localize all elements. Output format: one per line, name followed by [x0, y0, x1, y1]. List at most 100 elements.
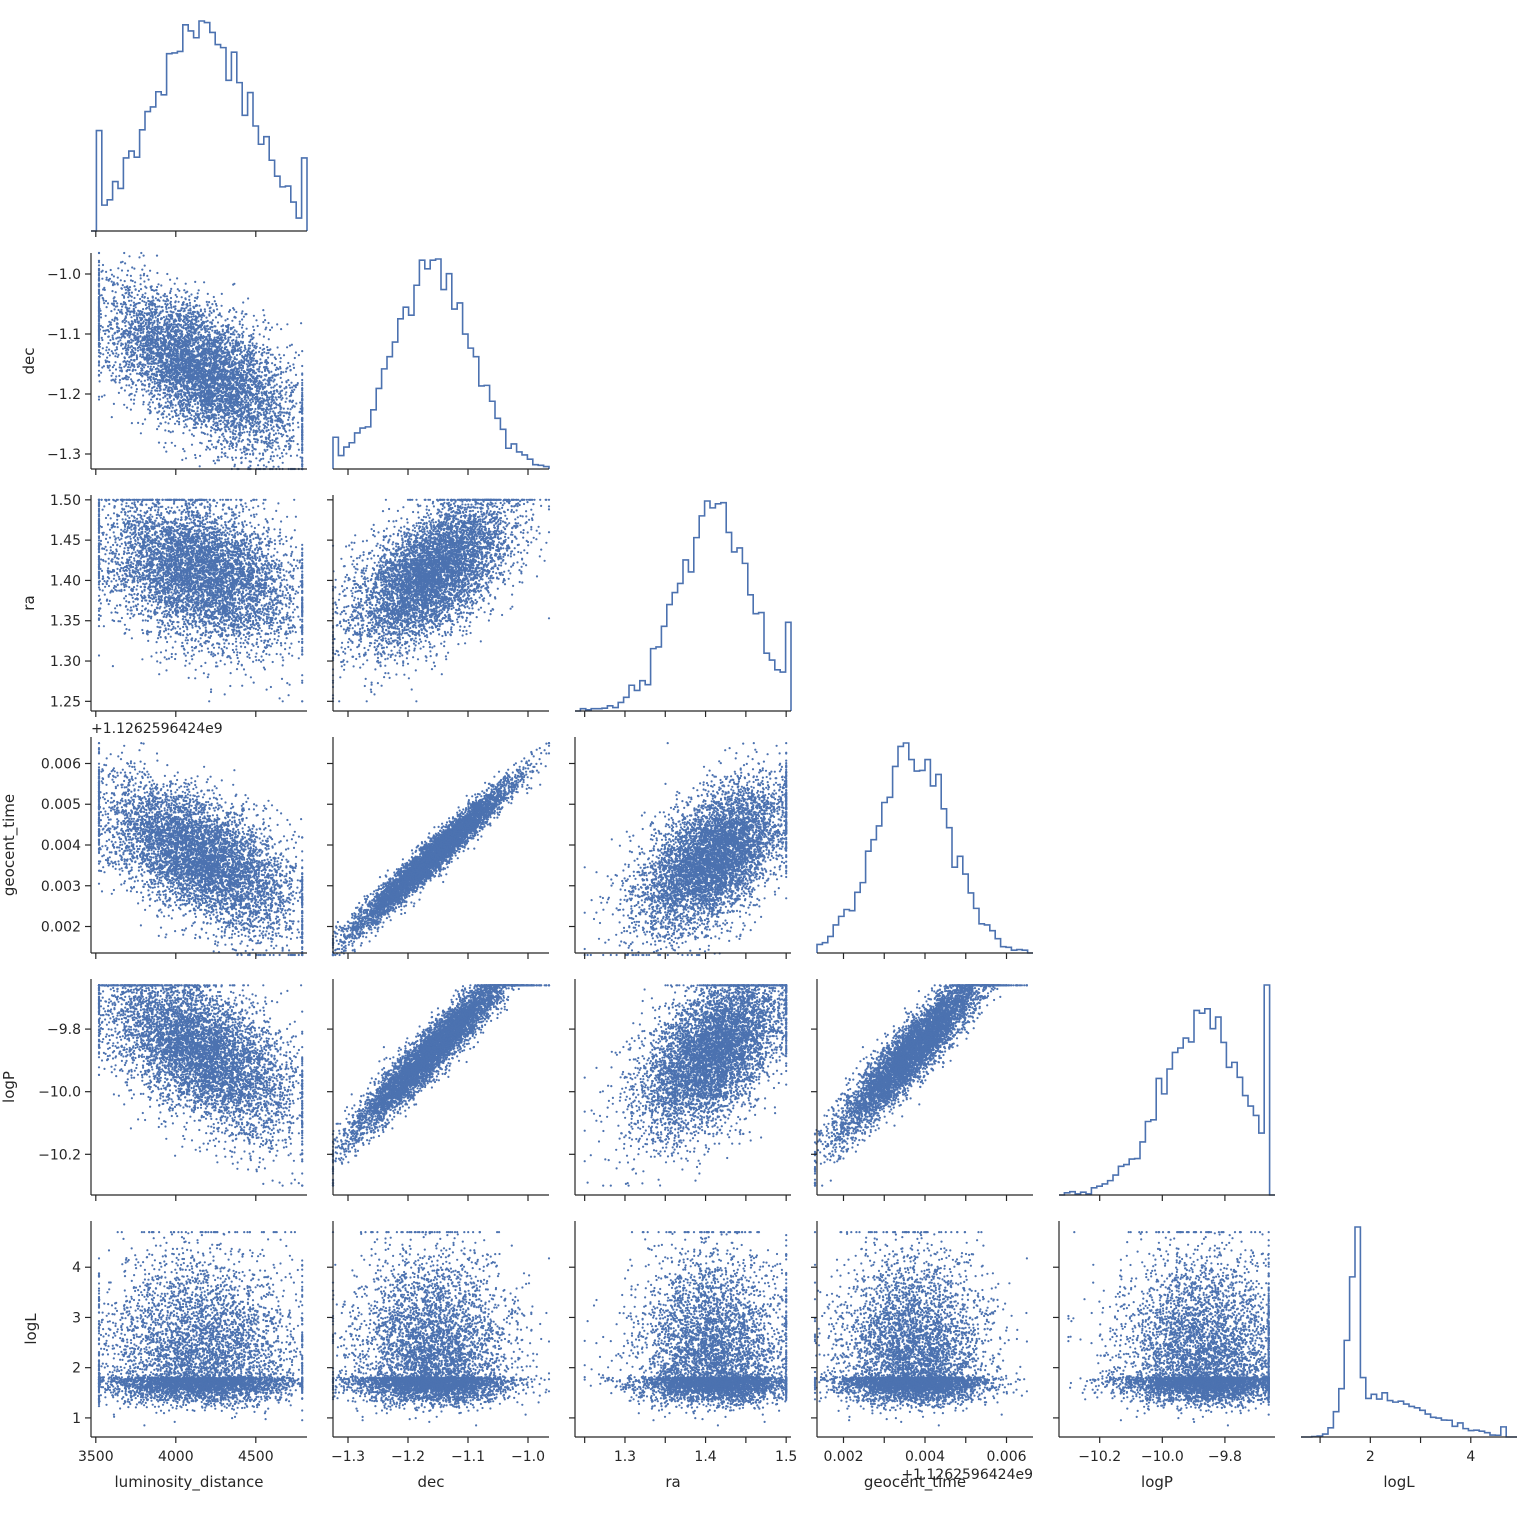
scatter-point — [160, 423, 162, 425]
scatter-point — [187, 418, 189, 420]
scatter-point — [214, 337, 216, 339]
scatter-point — [207, 293, 209, 295]
scatter-point — [115, 291, 117, 293]
scatter-point — [229, 336, 231, 338]
scatter-point — [113, 275, 115, 277]
scatter-point — [235, 449, 237, 451]
scatter-point — [114, 308, 116, 310]
scatter-point — [170, 290, 172, 292]
scatter-point — [265, 466, 267, 468]
scatter-point — [268, 429, 270, 431]
scatter-point — [201, 406, 203, 408]
scatter-point — [213, 296, 215, 298]
scatter-point — [176, 296, 178, 298]
scatter-point — [145, 302, 147, 304]
scatter-point — [297, 426, 299, 428]
scatter-point — [232, 353, 234, 355]
scatter-point — [271, 326, 273, 328]
scatter-point — [293, 367, 295, 369]
scatter-point — [284, 393, 286, 395]
scatter-point — [263, 351, 265, 353]
scatter-point — [293, 389, 295, 391]
scatter-point — [291, 344, 293, 346]
scatter-point — [277, 445, 279, 447]
scatter-point — [186, 425, 188, 427]
scatter-point — [154, 381, 156, 383]
scatter-point — [255, 457, 257, 459]
histogram-luminosity_distance — [91, 21, 307, 231]
scatter-point — [218, 459, 220, 461]
scatter-point — [176, 415, 178, 417]
scatter-point — [241, 310, 243, 312]
scatter-point — [211, 326, 213, 328]
panel-luminosity_distance-vs-luminosity_distance — [91, 21, 307, 231]
scatter-point — [147, 366, 149, 368]
scatter-point — [295, 374, 297, 376]
scatter-point — [179, 412, 181, 414]
scatter-point — [299, 402, 301, 404]
scatter-point — [239, 448, 241, 450]
scatter-point — [135, 391, 137, 393]
scatter-point — [294, 357, 296, 359]
scatter-point — [169, 418, 171, 420]
scatter-point — [241, 333, 243, 335]
scatter-point — [126, 360, 128, 362]
scatter-point — [269, 440, 271, 442]
scatter-point — [166, 295, 168, 297]
scatter-point — [271, 427, 273, 429]
scatter-point — [149, 270, 151, 272]
scatter-point — [102, 330, 104, 332]
scatter-point — [102, 264, 104, 266]
scatter-point — [275, 369, 277, 371]
scatter-point — [275, 432, 277, 434]
scatter-point — [142, 423, 144, 425]
scatter-point — [151, 363, 153, 365]
scatter-point — [266, 449, 268, 451]
scatter-point — [191, 363, 193, 365]
scatter-point — [221, 448, 223, 450]
scatter-point — [273, 466, 275, 468]
scatter-point — [147, 390, 149, 392]
scatter-point — [160, 296, 162, 298]
scatter-point — [238, 437, 240, 439]
scatter-point — [131, 320, 133, 322]
scatter-point — [204, 310, 206, 312]
scatter-point — [211, 330, 213, 332]
scatter-point — [288, 384, 290, 386]
scatter-point — [234, 329, 236, 331]
scatter-point — [208, 331, 210, 333]
scatter-point — [137, 422, 139, 424]
scatter-point — [232, 459, 234, 461]
scatter-point — [276, 367, 278, 369]
scatter-point — [131, 339, 133, 341]
scatter-point — [290, 440, 292, 442]
scatter-point — [241, 318, 243, 320]
scatter-point — [132, 359, 134, 361]
scatter-point — [134, 332, 136, 334]
scatter-point — [131, 422, 133, 424]
scatter-point — [125, 289, 127, 291]
scatter-point — [122, 348, 124, 350]
scatter-point — [105, 349, 107, 351]
panels-layer — [85, 21, 1517, 1443]
scatter-point — [99, 380, 101, 382]
scatter-point — [203, 281, 205, 283]
scatter-point — [278, 432, 280, 434]
scatter-point — [156, 255, 158, 257]
scatter-point — [103, 302, 105, 304]
scatter-point — [282, 455, 284, 457]
scatter-point — [199, 455, 201, 457]
scatter-point — [250, 402, 252, 404]
scatter-point — [109, 365, 111, 367]
scatter-point — [129, 313, 131, 315]
scatter-point — [262, 309, 264, 311]
scatter-point — [267, 420, 269, 422]
scatter-point — [108, 349, 110, 351]
scatter-point — [98, 362, 100, 364]
scatter-point — [171, 410, 173, 412]
scatter-point — [254, 408, 256, 410]
scatter-point — [110, 375, 112, 377]
scatter-point — [140, 283, 142, 285]
scatter-point — [141, 296, 143, 298]
scatter-point — [189, 312, 191, 314]
